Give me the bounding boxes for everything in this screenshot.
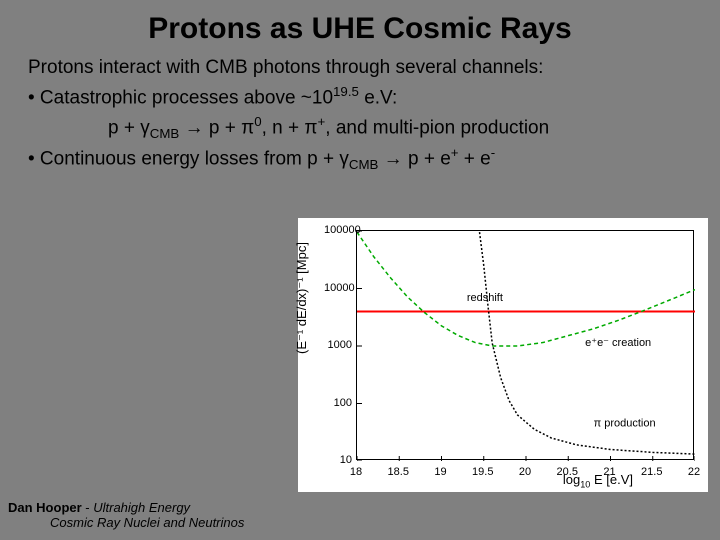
superscript: + (451, 145, 459, 160)
subscript: CMB (349, 157, 379, 172)
text: p + e (408, 148, 451, 169)
text: • Catastrophic processes above ~10 (28, 87, 333, 108)
pi-symbol: π (304, 117, 317, 138)
plot-svg: redshift e⁺e⁻ creation π production (357, 231, 695, 461)
svg-text:redshift: redshift (467, 292, 503, 304)
text: • Continuous energy losses from p + (28, 148, 339, 169)
text: , and multi-pion production (325, 117, 549, 138)
bullet-2: • Continuous energy losses from p + γCMB… (28, 144, 692, 173)
y-axis-label: (E⁻¹ dE/dx)⁻¹ [Mpc] (294, 242, 310, 354)
arrow-symbol: → (378, 148, 408, 169)
x-tick: 19 (434, 466, 446, 478)
text: p + (209, 117, 241, 138)
y-tick: 100 (324, 397, 352, 409)
page-title: Protons as UHE Cosmic Rays (0, 0, 720, 56)
body-text: Protons interact with CMB photons throug… (0, 56, 720, 174)
text: , n + (262, 117, 305, 138)
subscript: CMB (150, 126, 180, 141)
x-tick: 20.5 (557, 466, 578, 478)
reaction-line: p + γCMB → p + π0, n + π+, and multi-pio… (28, 113, 692, 142)
arrow-symbol: → (179, 117, 209, 138)
superscript: 0 (254, 114, 261, 129)
x-tick: 22 (688, 466, 700, 478)
chart: (E⁻¹ dE/dx)⁻¹ [Mpc] log10 E [e.V] redshi… (298, 218, 708, 492)
intro-line: Protons interact with CMB photons throug… (28, 56, 692, 81)
pi-symbol: π (241, 117, 254, 138)
y-tick: 100000 (324, 224, 352, 236)
svg-text:π production: π production (594, 418, 656, 430)
x-tick: 20 (519, 466, 531, 478)
subtitle-1: Ultrahigh Energy (93, 500, 190, 515)
gamma-symbol: γ (140, 117, 150, 138)
x-tick: 19.5 (472, 466, 493, 478)
author-name: Dan Hooper (8, 500, 82, 515)
y-tick: 10 (324, 454, 352, 466)
separator: - (82, 500, 94, 515)
bullet-1: • Catastrophic processes above ~1019.5 e… (28, 83, 692, 111)
text: + e (459, 148, 491, 169)
x-tick: 21 (603, 466, 615, 478)
superscript: - (491, 145, 495, 160)
text: e.V: (359, 87, 397, 108)
y-tick: 1000 (324, 339, 352, 351)
subtitle-2: Cosmic Ray Nuclei and Neutrinos (8, 515, 244, 530)
footer: Dan Hooper - Ultrahigh Energy Cosmic Ray… (8, 500, 244, 530)
x-tick: 18 (350, 466, 362, 478)
gamma-symbol: γ (339, 148, 349, 169)
x-tick: 18.5 (388, 466, 409, 478)
subscript: 10 (580, 480, 590, 490)
y-tick: 10000 (324, 282, 352, 294)
plot-area: redshift e⁺e⁻ creation π production (356, 230, 694, 460)
svg-text:e⁺e⁻ creation: e⁺e⁻ creation (585, 337, 651, 349)
exponent: 19.5 (333, 84, 359, 99)
text: p + (108, 117, 140, 138)
x-tick: 21.5 (641, 466, 662, 478)
